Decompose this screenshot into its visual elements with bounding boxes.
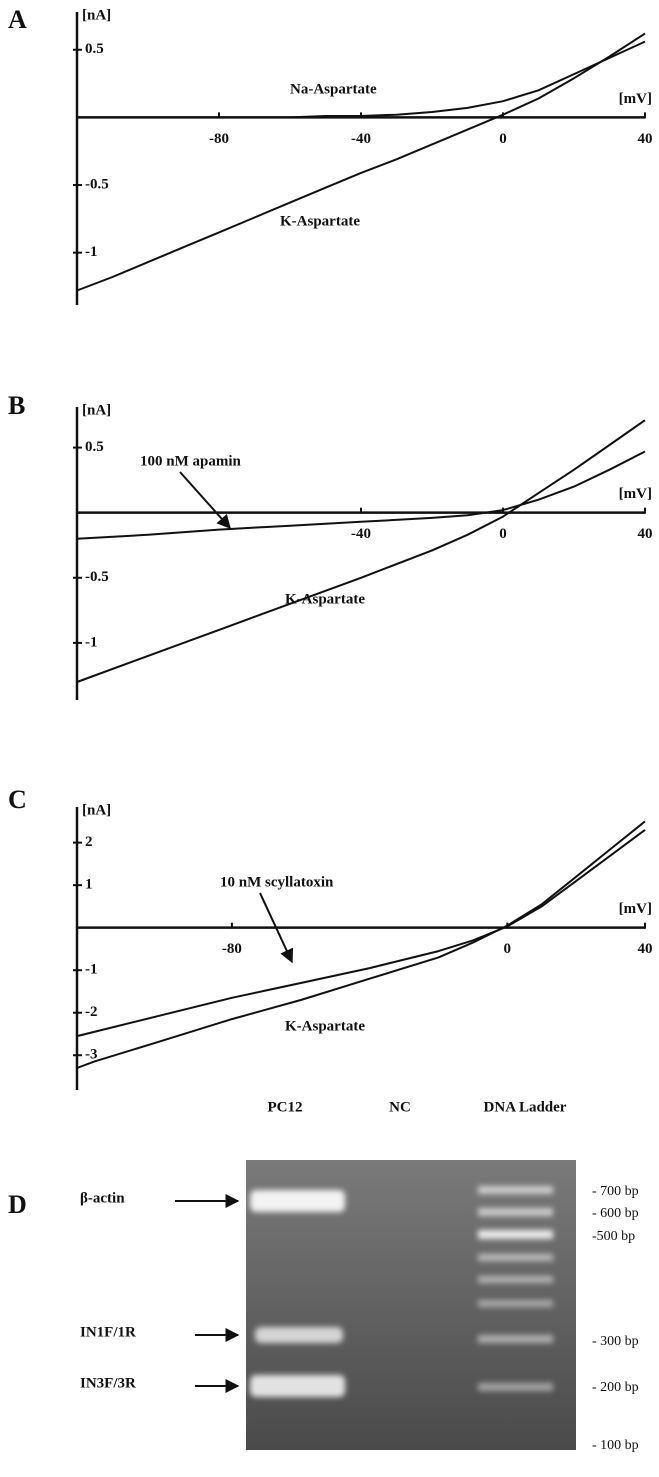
y-tick-label: -0.5 (85, 176, 109, 192)
x-tick-label: 40 (638, 131, 653, 147)
y-tick-label: 1 (85, 877, 93, 893)
x-axis-label: [mV] (619, 901, 652, 917)
y-tick-label: 2 (85, 834, 93, 850)
size-marker: - 700 bp (592, 1184, 639, 1199)
band-label: IN1F/1R (80, 1324, 136, 1340)
series-label: Na-Aspartate (290, 81, 377, 97)
x-tick-label: 0 (504, 941, 512, 957)
data-line (77, 42, 645, 118)
series-label: K-Aspartate (285, 1018, 365, 1034)
size-marker: - 100 bp (592, 1438, 639, 1453)
x-tick-label: 40 (638, 941, 653, 957)
y-axis-label: [nA] (82, 402, 111, 418)
band-label: β-actin (80, 1190, 125, 1206)
lane-label: NC (389, 1099, 411, 1115)
series-label: 100 nM apamin (140, 453, 242, 469)
x-axis-label: [mV] (619, 91, 652, 107)
y-tick-label: -0.5 (85, 569, 109, 585)
y-tick-label: -1 (85, 634, 98, 650)
series-label: 10 nM scyllatoxin (220, 874, 334, 890)
y-tick-label: 0.5 (85, 41, 104, 57)
y-tick-label: -1 (85, 244, 98, 260)
x-tick-label: -40 (351, 526, 371, 542)
x-tick-label: 0 (499, 526, 507, 542)
lane-label: PC12 (268, 1099, 303, 1115)
x-tick-label: -80 (209, 131, 229, 147)
x-tick-label: -40 (351, 131, 371, 147)
x-axis-label: [mV] (619, 486, 652, 502)
y-tick-label: -2 (85, 1004, 98, 1020)
annotation-arrow (180, 472, 230, 528)
panel-label: C (8, 785, 27, 814)
band-label: IN3F/3R (80, 1375, 136, 1391)
panel-label: B (8, 391, 25, 420)
series-label: K-Aspartate (285, 591, 365, 607)
figure: D A [nA] [mV] 0.5 -0.5 -1 -80 -40 0 40 Na-Aspartat… (0, 0, 659, 1477)
y-axis-label: [nA] (82, 7, 111, 23)
y-tick-label: 0.5 (85, 439, 104, 455)
x-tick-label: 0 (499, 131, 507, 147)
panel-label: A (8, 5, 27, 34)
size-marker: - 300 bp (592, 1334, 639, 1349)
y-tick-label: -1 (85, 962, 98, 978)
size-marker: - 200 bp (592, 1380, 639, 1395)
size-marker: - 600 bp (592, 1206, 639, 1221)
lane-label: DNA Ladder (484, 1099, 567, 1115)
size-marker: -500 bp (592, 1229, 635, 1244)
x-tick-label: -80 (222, 941, 242, 957)
x-tick-label: 40 (638, 526, 653, 542)
data-line (77, 34, 645, 291)
panel-label: D (8, 1190, 27, 1219)
series-label: K-Aspartate (280, 213, 360, 229)
data-line (77, 830, 645, 1036)
y-axis-label: [nA] (82, 802, 111, 818)
